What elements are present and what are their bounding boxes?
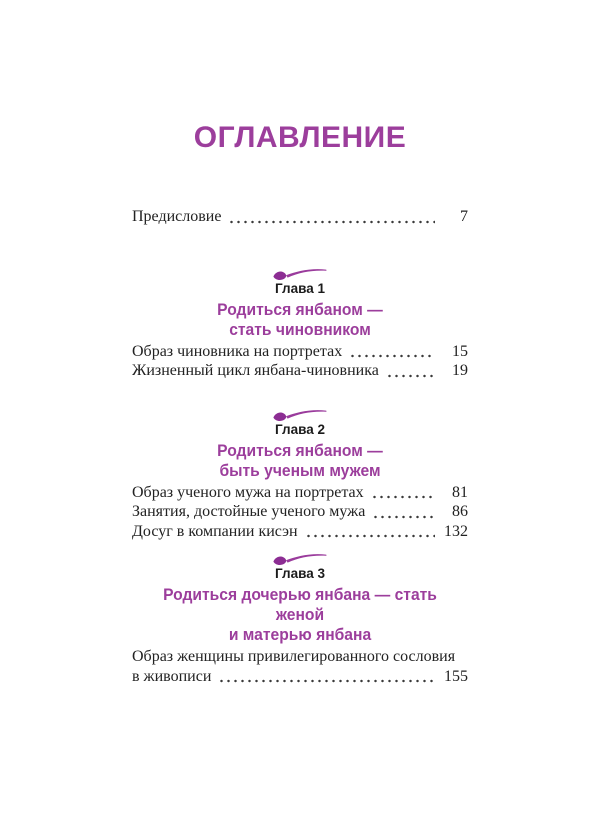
toc-entry: Жизненный цикл янбана-чиновника 19 [132,361,468,381]
chapter-title-line: Родиться дочерью янбана — стать женой [163,585,437,624]
page-number: 7 [460,208,468,225]
dot-leader [387,373,435,378]
chapter-label: Глава 1 [275,280,325,296]
toc-entry: Занятия, достойные ученого мужа 86 [132,502,468,522]
chapter-title-line: Родиться янбаном — [217,299,383,319]
entry-label: Образ чиновника на портретах [132,342,343,360]
chapter-title: Родиться янбаном — стать чиновником [145,300,454,340]
dot-leader [220,679,435,683]
chapter-title-line: быть ученым мужем [219,460,381,480]
preface-row: Предисловие 7 [132,207,468,227]
toc-entry: Образ чиновника на портретах 15 [132,342,468,362]
toc-entry: Образ ученого мужа на портретах 81 [132,483,468,503]
entry-label: Образ ученого мужа на портретах [132,483,364,501]
toc-body: Предисловие 7 Глава 1 Родиться янбаном —… [132,207,468,686]
dot-leader [306,534,435,538]
chapter-section-1: Глава 1 Родиться янбаном — стать чиновни… [132,266,468,381]
paintbrush-icon [273,409,327,421]
entry-label: Досуг в компании кисэн [132,522,298,540]
chapter-label: Глава 2 [275,421,325,437]
chapter-entries: Образ чиновника на портретах 15 Жизненны… [132,342,468,381]
chapter-title: Родиться янбаном — быть ученым мужем [145,441,454,481]
chapter-section-2: Глава 2 Родиться янбаном — быть ученым м… [132,407,468,542]
page-number: 86 [452,503,468,520]
chapter-title: Родиться дочерью янбана — стать женой и … [145,585,454,645]
entry-label: Занятия, достойные ученого мужа [132,503,366,520]
chapter-label: Глава 3 [275,566,325,581]
page-number: 155 [444,667,468,685]
dot-leader [372,495,435,499]
entry-label-line1: Образ женщины привилегированного сослови… [132,648,456,665]
page-number: 81 [452,483,468,501]
preface-label: Предисловие [132,208,222,225]
page-number: 15 [452,342,468,360]
chapter-entries: Образ женщины привилегированного сослови… [132,647,468,686]
dot-leader [351,354,435,358]
toc-entry: в живописи 155 [132,667,468,687]
chapter-section-3: Глава 3 Родиться дочерью янбана — стать … [132,551,468,686]
entry-label-line2: в живописи [132,667,212,685]
page-number: 19 [452,362,468,379]
paintbrush-icon [273,268,327,280]
page-title: ОГЛАВЛЕНИЕ [193,121,407,154]
entry-label: Жизненный цикл янбана-чиновника [132,362,379,379]
chapter-title-line: Родиться янбаном — [217,440,383,460]
toc-entry: Досуг в компании кисэн 132 [132,522,468,542]
page-number: 132 [444,522,468,540]
chapter-title-line: стать чиновником [229,319,371,339]
dot-leader [230,219,435,224]
dot-leader [374,514,435,519]
chapter-title-line: и матерью янбана [228,625,372,644]
chapter-entries: Образ ученого мужа на портретах 81 Занят… [132,483,468,542]
paintbrush-icon [273,554,327,565]
